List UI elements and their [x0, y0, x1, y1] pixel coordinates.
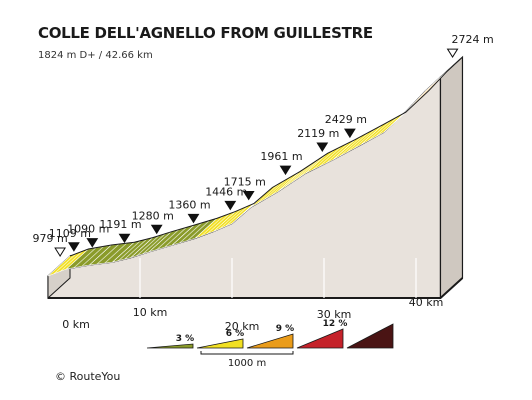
profile-top-rib	[81, 246, 105, 267]
profile-top-rib	[319, 146, 342, 167]
distance-tick-label: 40 km	[409, 296, 444, 309]
elevation-marker-triangle	[54, 247, 67, 257]
elevation-marker-triangle	[67, 242, 80, 252]
chart-title: COLLE DELL'AGNELLO FROM GUILLESTRE	[38, 24, 373, 42]
elevation-marker-label: 1360 m	[168, 198, 210, 211]
legend-scale-label: 1000 m	[228, 358, 266, 369]
profile-top-rib	[368, 120, 391, 141]
profile-top-rib	[291, 162, 315, 183]
profile-top-rib	[118, 240, 141, 261]
profile-top-rib	[375, 116, 399, 137]
profile-top-rib	[263, 179, 287, 200]
profile-top-rib	[96, 243, 120, 265]
profile-top-rib	[257, 183, 280, 204]
profile-top-rib	[179, 222, 203, 244]
profile-top-rib	[164, 227, 187, 248]
elevation-marker-label: 979 m	[32, 232, 67, 245]
profile-top-rib	[225, 205, 249, 227]
elevation-marker-label: 2724 m	[451, 33, 493, 46]
elevation-marker-label: 1109 m	[49, 227, 91, 240]
profile-top-rib	[136, 235, 160, 257]
elevation-marker-triangle	[187, 213, 200, 224]
distance-tick-label: 30 km	[317, 308, 352, 321]
elevation-marker-triangle	[446, 48, 459, 59]
legend-gradient-swatch	[246, 333, 294, 349]
profile-top-rib	[339, 135, 363, 157]
legend-gradient-label: 9 %	[276, 324, 294, 334]
profile-top-rib	[326, 142, 349, 164]
legend-gradient-swatch	[196, 338, 244, 349]
elevation-marker-triangle	[242, 190, 255, 201]
legend-gradient-label: 3 %	[176, 334, 194, 344]
profile-top-rib	[124, 238, 147, 260]
profile-top-rib	[219, 208, 243, 230]
profile-top-rib	[187, 220, 210, 241]
profile-top-rib	[142, 233, 166, 255]
profile-rear-edge	[69, 56, 463, 257]
profile-top-rib	[59, 251, 83, 272]
distance-tick-label: 10 km	[133, 306, 168, 319]
profile-top-rib	[312, 149, 335, 171]
profile-top-rib	[53, 253, 77, 274]
elevation-marker-label: 2429 m	[325, 113, 367, 126]
elevation-marker-triangle	[224, 200, 237, 211]
elevation-marker-label: 1446 m	[205, 185, 247, 198]
elevation-marker-triangle	[343, 128, 356, 139]
legend-gradient-swatch	[346, 323, 394, 349]
legend-gradient-swatch	[296, 328, 344, 349]
profile-top-rib	[346, 131, 370, 153]
elevation-marker-triangle	[118, 233, 131, 244]
distance-tick-label: 20 km	[225, 320, 260, 333]
legend-gradient-swatch	[146, 343, 194, 349]
profile-top-rib	[201, 215, 224, 237]
routeyou-credit: © RouteYou	[55, 370, 121, 383]
elevation-marker-triangle	[150, 224, 163, 235]
distance-tick-label: 0 km	[62, 318, 90, 331]
profile-top-rib	[73, 247, 97, 269]
profile-top-rib	[207, 213, 230, 235]
profile-top-rib	[353, 128, 377, 149]
elevation-marker-label: 2119 m	[297, 127, 339, 140]
profile-top-rib	[284, 166, 308, 188]
profile-top-rib	[104, 242, 128, 264]
profile-end-cap	[439, 55, 464, 300]
elevation-marker-label: 1191 m	[99, 218, 141, 231]
elevation-marker-label: 1961 m	[260, 150, 302, 163]
legend-gradient-label: 12 %	[323, 319, 348, 329]
profile-top-rib	[156, 229, 180, 250]
elevation-marker-label: 1715 m	[224, 175, 266, 188]
profile-top-rib	[298, 157, 321, 179]
legend-gradient-label: 6 %	[226, 329, 244, 339]
profile-top-rib	[270, 175, 294, 196]
elevation-marker-label: 1090 m	[67, 223, 109, 236]
profile-base-edge	[48, 277, 464, 299]
elevation-marker-label: 1280 m	[132, 209, 174, 222]
chart-subtitle: 1824 m D+ / 42.66 km	[38, 50, 153, 61]
elevation-marker-triangle	[86, 238, 99, 248]
elevation-marker-triangle	[316, 142, 329, 152]
elevation-marker-triangle	[279, 165, 292, 176]
legend-scale-bracket	[200, 351, 294, 355]
